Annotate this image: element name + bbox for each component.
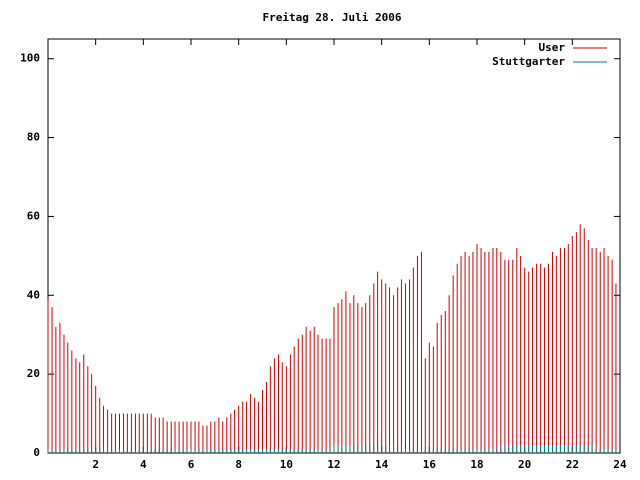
x-tick-label: 16 [423, 458, 437, 471]
x-tick-label: 20 [518, 458, 531, 471]
x-tick-label: 22 [566, 458, 579, 471]
legend-label: User [539, 41, 566, 54]
x-tick-label: 4 [140, 458, 147, 471]
y-tick-label: 20 [27, 367, 40, 380]
y-tick-label: 80 [27, 131, 40, 144]
x-tick-label: 8 [235, 458, 242, 471]
x-tick-label: 12 [327, 458, 340, 471]
x-tick-label: 14 [375, 458, 389, 471]
x-tick-label: 18 [470, 458, 483, 471]
x-tick-label: 6 [188, 458, 195, 471]
y-tick-label: 40 [27, 288, 40, 301]
x-tick-label: 2 [92, 458, 99, 471]
legend-label: Stuttgarter [492, 55, 565, 68]
y-tick-label: 60 [27, 209, 40, 222]
chart-title: Freitag 28. Juli 2006 [262, 11, 401, 24]
x-tick-label: 10 [280, 458, 293, 471]
y-tick-label: 100 [20, 52, 40, 65]
y-tick-label: 0 [33, 446, 40, 459]
x-tick-label: 24 [613, 458, 627, 471]
